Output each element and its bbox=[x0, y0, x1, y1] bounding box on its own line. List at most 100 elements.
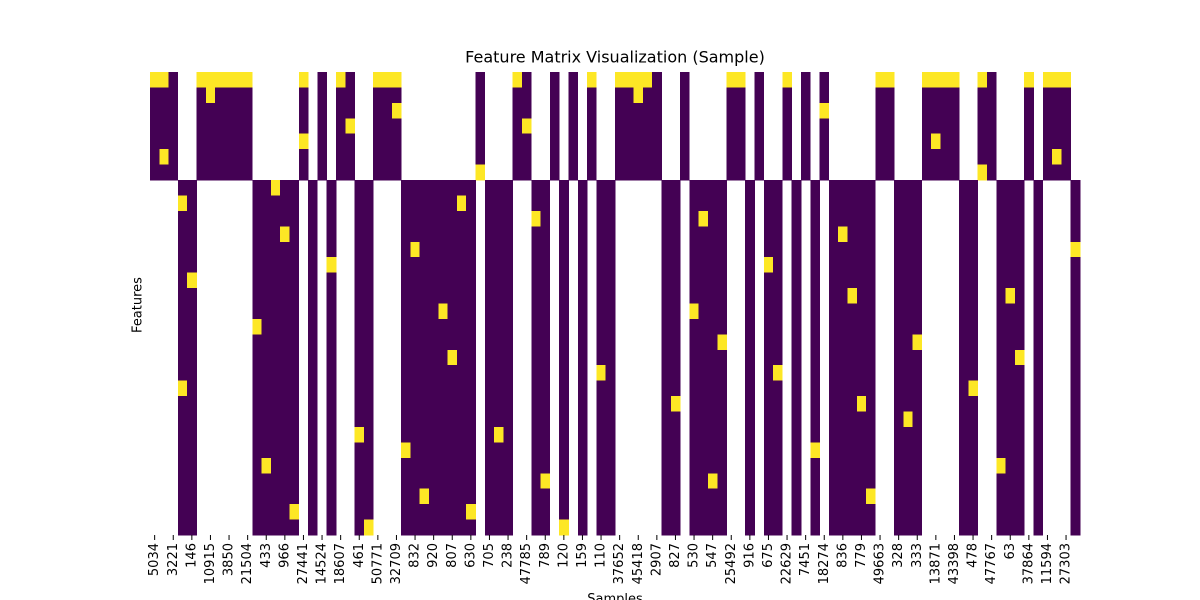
x-tick-label: 37864 bbox=[1021, 543, 1036, 584]
heatmap-cell bbox=[252, 288, 262, 304]
heatmap-cell bbox=[903, 488, 913, 505]
heatmap-cell bbox=[1014, 334, 1025, 351]
heatmap-cell bbox=[429, 257, 439, 273]
heatmap-cell bbox=[196, 133, 207, 150]
heatmap-cell bbox=[977, 72, 988, 88]
heatmap-cell bbox=[1014, 426, 1025, 443]
heatmap-cell bbox=[596, 288, 606, 304]
heatmap-cell bbox=[280, 411, 290, 428]
heatmap-cell bbox=[429, 411, 439, 428]
heatmap-cell bbox=[828, 257, 839, 273]
heatmap-cell bbox=[698, 241, 709, 258]
heatmap-cell bbox=[410, 318, 420, 335]
heatmap-cell bbox=[689, 303, 699, 320]
heatmap-cell bbox=[531, 210, 541, 227]
heatmap-cell bbox=[996, 365, 1006, 381]
heatmap-cell bbox=[912, 257, 923, 273]
heatmap-cell bbox=[391, 87, 402, 104]
heatmap-cell bbox=[959, 210, 969, 227]
heatmap-cell bbox=[838, 473, 848, 489]
heatmap-cell bbox=[717, 396, 727, 412]
heatmap-cell bbox=[596, 257, 606, 273]
heatmap-cell bbox=[745, 396, 755, 412]
heatmap-cell bbox=[745, 226, 755, 243]
heatmap-cell bbox=[429, 519, 439, 536]
heatmap-cell bbox=[270, 488, 281, 505]
heatmap-cell bbox=[456, 210, 467, 227]
heatmap-cell bbox=[1014, 210, 1025, 227]
heatmap-cell bbox=[773, 226, 783, 243]
heatmap-cell bbox=[1052, 102, 1062, 119]
heatmap-cell bbox=[1005, 519, 1016, 536]
heatmap-cell bbox=[401, 210, 411, 227]
heatmap-cell bbox=[959, 226, 969, 243]
heatmap-cell bbox=[475, 72, 486, 88]
heatmap-cell bbox=[177, 426, 188, 443]
heatmap-cell bbox=[177, 195, 188, 212]
heatmap-cell bbox=[354, 195, 365, 212]
x-tick-label: 328 bbox=[891, 543, 906, 568]
heatmap-cell bbox=[791, 272, 802, 289]
heatmap-cell bbox=[782, 133, 792, 150]
heatmap-cell bbox=[745, 365, 755, 381]
heatmap-cell bbox=[903, 257, 913, 273]
heatmap-cell bbox=[698, 349, 709, 366]
heatmap-cell bbox=[289, 411, 300, 428]
heatmap-cell bbox=[1070, 226, 1081, 243]
heatmap-cell bbox=[549, 72, 560, 88]
x-tick-label: 32709 bbox=[389, 543, 404, 584]
heatmap-cell bbox=[1024, 72, 1034, 88]
heatmap-cell bbox=[791, 396, 802, 412]
heatmap-cell bbox=[484, 303, 495, 320]
heatmap-cell bbox=[568, 87, 579, 104]
heatmap-cell bbox=[745, 504, 755, 520]
heatmap-cell bbox=[447, 288, 458, 304]
heatmap-cell bbox=[1033, 365, 1044, 381]
heatmap-cell bbox=[289, 396, 300, 412]
heatmap-cell bbox=[401, 226, 411, 243]
heatmap-cell bbox=[968, 303, 978, 320]
heatmap-cell bbox=[559, 519, 569, 536]
heatmap-cell bbox=[1070, 349, 1081, 366]
heatmap-cell bbox=[875, 133, 885, 150]
heatmap-cell bbox=[1033, 473, 1044, 489]
heatmap-cell bbox=[308, 504, 318, 520]
heatmap-cell bbox=[587, 102, 597, 119]
heatmap-cell bbox=[531, 241, 541, 258]
heatmap-cell bbox=[280, 226, 290, 243]
heatmap-cell bbox=[828, 318, 839, 335]
heatmap-cell bbox=[912, 365, 923, 381]
heatmap-cell bbox=[996, 318, 1006, 335]
heatmap-cell bbox=[456, 457, 467, 474]
heatmap-cell bbox=[605, 442, 616, 459]
heatmap-cell bbox=[289, 380, 300, 397]
heatmap-cell bbox=[419, 288, 430, 304]
heatmap-cell bbox=[447, 349, 458, 366]
heatmap-cell bbox=[698, 210, 709, 227]
heatmap-cell bbox=[884, 72, 895, 88]
heatmap-cell bbox=[466, 272, 476, 289]
heatmap-cell bbox=[363, 442, 374, 459]
heatmap-cell bbox=[959, 365, 969, 381]
heatmap-cell bbox=[326, 457, 337, 474]
heatmap-cell bbox=[177, 488, 188, 505]
heatmap-cell bbox=[494, 519, 504, 536]
heatmap-cell bbox=[531, 349, 541, 366]
heatmap-cell bbox=[549, 149, 560, 165]
heatmap-cell bbox=[540, 473, 551, 489]
heatmap-cell bbox=[540, 426, 551, 443]
heatmap-cell bbox=[205, 102, 216, 119]
heatmap-cell bbox=[261, 380, 272, 397]
heatmap-cell bbox=[838, 241, 848, 258]
heatmap-cell bbox=[921, 164, 932, 181]
heatmap-cell bbox=[652, 118, 662, 135]
heatmap-cell bbox=[559, 488, 569, 505]
heatmap-cell bbox=[856, 241, 867, 258]
heatmap-cell bbox=[866, 195, 876, 212]
heatmap-cell bbox=[466, 288, 476, 304]
heatmap-cell bbox=[447, 272, 458, 289]
heatmap-cell bbox=[894, 180, 904, 196]
heatmap-cell bbox=[596, 226, 606, 243]
heatmap-cell bbox=[959, 241, 969, 258]
heatmap-cell bbox=[968, 473, 978, 489]
